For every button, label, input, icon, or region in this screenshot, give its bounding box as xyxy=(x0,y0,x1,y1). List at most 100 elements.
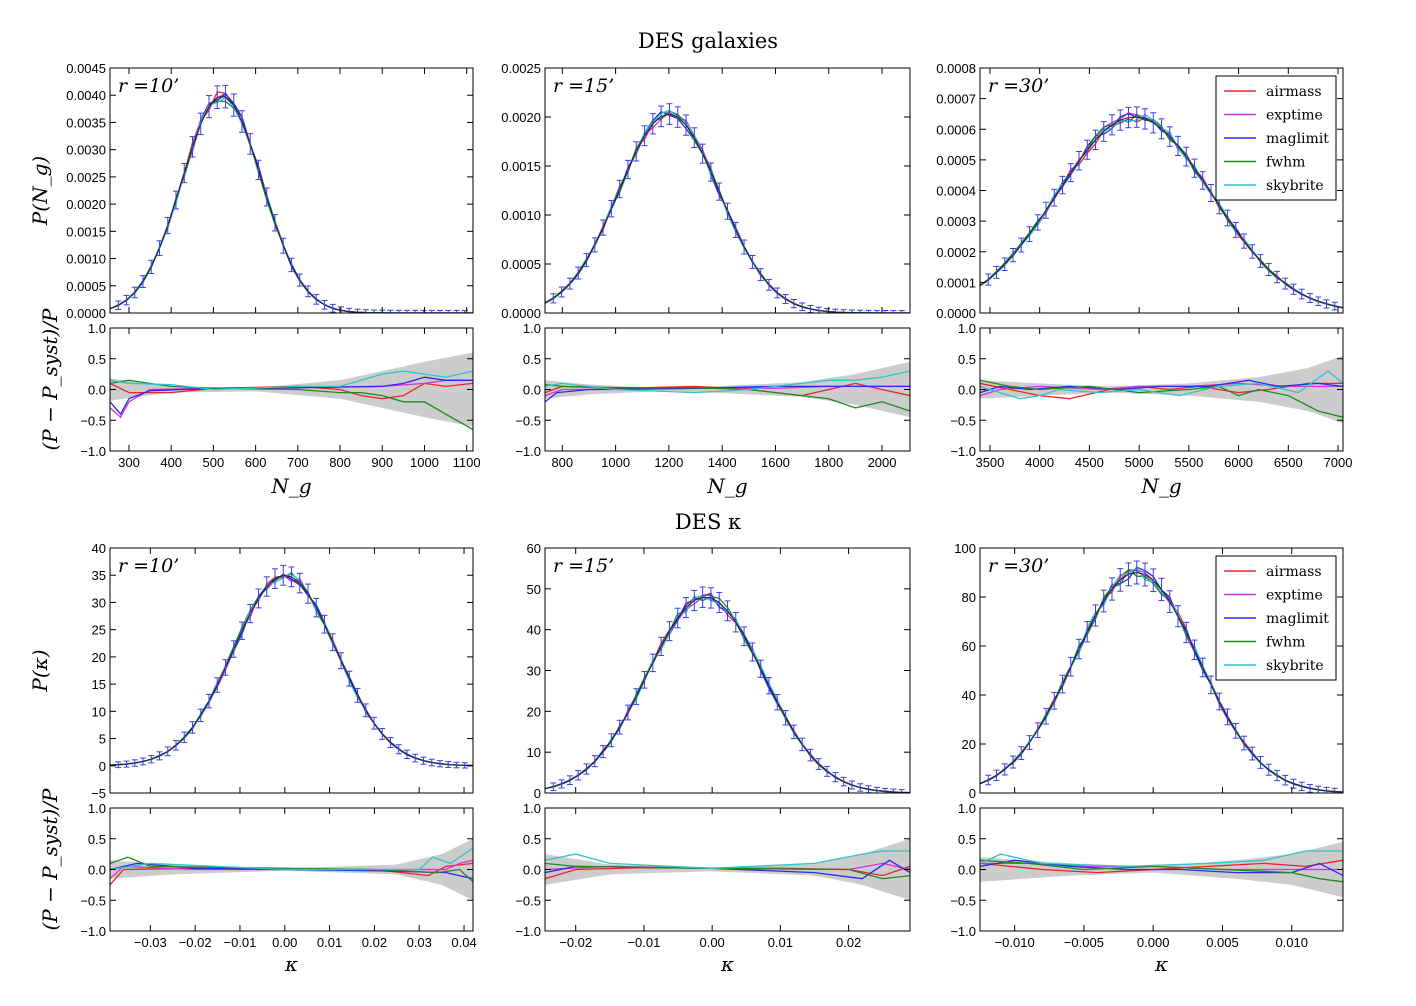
radius-annotation: r =10’ xyxy=(118,75,179,97)
residual-ytick-label: 1.0 xyxy=(523,321,541,336)
legend-label-maglimit: maglimit xyxy=(1266,131,1329,147)
legend-label-skybrite: skybrite xyxy=(1266,178,1324,194)
xtick-label: 6500 xyxy=(1274,455,1303,470)
ytick-label: 25 xyxy=(92,623,106,638)
residual-ytick-label: 0.5 xyxy=(523,352,541,367)
residual-ytick-label: 1.0 xyxy=(958,321,976,336)
residual-ytick-label: 1.0 xyxy=(88,801,106,816)
xtick-label: 1200 xyxy=(654,455,683,470)
xtick-label: 1000 xyxy=(410,455,439,470)
curve-exptime xyxy=(110,91,473,313)
residual-maglimit xyxy=(545,385,910,403)
residual-ytick-label: 1.0 xyxy=(523,801,541,816)
residual-ytick-label: −1.0 xyxy=(950,924,976,939)
xtick-label: −0.010 xyxy=(995,935,1035,950)
residual-ytick-label: −0.5 xyxy=(950,413,976,428)
xtick-label: −0.01 xyxy=(224,935,257,950)
curve-airmass xyxy=(110,91,473,313)
main-frame xyxy=(979,547,1344,794)
ytick-label: 0.0005 xyxy=(501,257,541,272)
xtick-label: 0.000 xyxy=(1137,935,1170,950)
residual-ytick-label: −1.0 xyxy=(515,444,541,459)
panel-kappa-2: 0 20 40 60 80 100 −0.010 −0.005 0.000 0.005 0.010 1… xyxy=(950,541,1344,976)
xtick-label: 500 xyxy=(203,455,225,470)
xtick-label: 1400 xyxy=(708,455,737,470)
xtick-label: 0.00 xyxy=(272,935,297,950)
residual-skybrite xyxy=(980,370,1343,400)
x-axis-label: κ xyxy=(720,952,734,976)
residual-ytick-label: −0.5 xyxy=(515,413,541,428)
error-bars xyxy=(115,84,468,313)
ytick-label: 60 xyxy=(527,541,541,556)
ytick-label: 0.0030 xyxy=(66,143,106,158)
residual-y-axis-label-galaxies: (P − P_syst)/P xyxy=(38,308,62,451)
ytick-label: 20 xyxy=(527,704,541,719)
ytick-label: 0.0005 xyxy=(936,153,976,168)
ytick-label: 100 xyxy=(954,541,976,556)
error-bars xyxy=(550,586,905,793)
xtick-label: −0.01 xyxy=(627,935,660,950)
ytick-label: 0.0020 xyxy=(501,110,541,125)
x-axis-label: κ xyxy=(1154,952,1168,976)
legend-label-skybrite: skybrite xyxy=(1266,658,1324,674)
x-axis-label: N_g xyxy=(706,474,747,498)
xtick-label: 0.03 xyxy=(407,935,432,950)
residual-skybrite xyxy=(110,847,473,871)
curve-skybrite xyxy=(545,594,910,793)
ytick-label: 20 xyxy=(962,737,976,752)
radius-annotation: r =10’ xyxy=(118,555,179,577)
xtick-label: 300 xyxy=(118,455,140,470)
galaxies-section-title: DES galaxies xyxy=(638,29,778,53)
ytick-label: 0.0005 xyxy=(66,279,106,294)
curve-exptime xyxy=(545,596,910,793)
xtick-label: 0.00 xyxy=(699,935,724,950)
ytick-label: 0.0040 xyxy=(66,88,106,103)
residual-ytick-label: 1.0 xyxy=(958,801,976,816)
xtick-label: 600 xyxy=(245,455,267,470)
ytick-label: 0.0006 xyxy=(936,122,976,137)
xtick-label: 1800 xyxy=(814,455,843,470)
xtick-label: 900 xyxy=(371,455,393,470)
curve-exptime xyxy=(110,573,473,767)
ytick-label: 0.0010 xyxy=(501,208,541,223)
residual-ytick-label: −0.5 xyxy=(515,893,541,908)
xtick-label: 800 xyxy=(329,455,351,470)
curve-skybrite xyxy=(110,571,473,767)
curve-fwhm xyxy=(110,100,473,313)
curve-fwhm xyxy=(545,595,910,793)
xtick-label: −0.005 xyxy=(1064,935,1104,950)
ytick-label: 30 xyxy=(92,595,106,610)
kappa-section-title: DES κ xyxy=(675,510,741,534)
xtick-label: 1000 xyxy=(601,455,630,470)
xtick-label: 6000 xyxy=(1224,455,1253,470)
ytick-label: 0.0025 xyxy=(501,61,541,76)
ytick-label: 35 xyxy=(92,568,106,583)
residual-band xyxy=(545,361,910,418)
residual-ytick-label: 0.0 xyxy=(88,383,106,398)
main-frame xyxy=(544,67,911,314)
ytick-label: 0 xyxy=(99,759,106,774)
radius-annotation: r =30’ xyxy=(988,555,1049,577)
curve-airmass xyxy=(110,575,473,767)
ytick-label: −5 xyxy=(91,786,106,801)
curve-skybrite xyxy=(110,96,473,313)
ytick-label: 0.0008 xyxy=(936,61,976,76)
radius-annotation: r =30’ xyxy=(988,75,1049,97)
residual-airmass xyxy=(980,382,1343,400)
curves xyxy=(545,592,910,793)
ytick-label: 0.0003 xyxy=(936,214,976,229)
legend-label-fwhm: fwhm xyxy=(1266,635,1305,651)
residual-ytick-label: 0.0 xyxy=(523,383,541,398)
ytick-label: 0.0001 xyxy=(936,275,976,290)
residual-ytick-label: −1.0 xyxy=(80,444,106,459)
xtick-label: −0.02 xyxy=(559,935,592,950)
residual-maglimit xyxy=(110,376,473,416)
curve-fwhm xyxy=(110,573,473,767)
ytick-label: 10 xyxy=(527,745,541,760)
residuals xyxy=(110,352,473,431)
ytick-label: 0.0025 xyxy=(66,170,106,185)
residual-ytick-label: 0.0 xyxy=(523,863,541,878)
x-axis-label: N_g xyxy=(1140,474,1181,498)
legend-label-maglimit: maglimit xyxy=(1266,611,1329,627)
error-bars xyxy=(985,560,1338,793)
